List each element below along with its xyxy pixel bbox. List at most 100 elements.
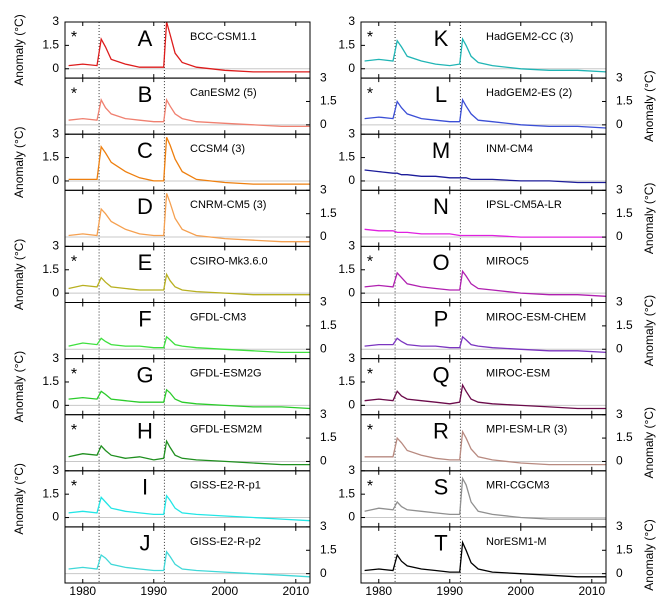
data-line — [364, 169, 606, 184]
y-tick-label: 3 — [52, 239, 59, 253]
y-axis-label: Anomaly (°C) — [642, 519, 656, 590]
x-tick-label: 1990 — [436, 584, 463, 598]
y-tick-label: 1.5 — [338, 262, 355, 276]
model-name: GISS-E2-R-p2 — [190, 536, 261, 548]
y-tick-label: 0 — [348, 285, 355, 299]
model-name: CanESM2 (5) — [190, 87, 257, 99]
panel-frame — [360, 358, 607, 416]
model-name: HadGEM2-CC (3) — [486, 31, 573, 43]
y-tick-label: 0 — [52, 398, 59, 412]
y-axis-label: Anomaly (°C) — [12, 351, 26, 422]
y-tick-label: 0 — [320, 454, 327, 468]
y-tick-label: 3 — [52, 14, 59, 28]
y-tick-label: 1.5 — [616, 430, 633, 444]
y-tick-label: 0 — [616, 229, 623, 243]
y-tick-label: 0 — [616, 566, 623, 580]
model-name: CCSM4 (3) — [190, 143, 245, 155]
model-name: HadGEM2-ES (2) — [486, 87, 572, 99]
y-axis-label: Anomaly (°C) — [12, 463, 26, 534]
y-tick-label: 0 — [52, 173, 59, 187]
annotation: * — [367, 254, 373, 271]
y-tick-label: 1.5 — [42, 374, 59, 388]
data-line — [68, 388, 311, 410]
y-tick-label: 3 — [348, 126, 355, 140]
y-tick-label: 3 — [348, 239, 355, 253]
y-tick-label: 1.5 — [42, 486, 59, 500]
y-tick-label: 3 — [616, 182, 623, 196]
data-line — [364, 335, 607, 354]
panel-letter: H — [137, 419, 153, 444]
y-tick-label: 0 — [320, 566, 327, 580]
panel-frame — [360, 189, 607, 247]
y-tick-label: 1.5 — [616, 318, 633, 332]
x-tick-label: 2010 — [578, 584, 605, 598]
data-line — [364, 228, 606, 238]
y-tick-label: 1.5 — [338, 150, 355, 164]
x-tick-label: 2000 — [507, 584, 534, 598]
annotation: * — [71, 254, 77, 271]
annotation: * — [71, 478, 77, 495]
data-line — [68, 550, 311, 578]
data-line — [364, 476, 606, 520]
x-tick-label: 1980 — [365, 584, 392, 598]
annotation: * — [367, 478, 373, 495]
model-name: BCC-CSM1.1 — [190, 31, 257, 43]
panel-letter: N — [433, 194, 449, 219]
annotation: * — [71, 366, 77, 383]
panel-letter: S — [434, 475, 449, 500]
y-tick-label: 0 — [320, 117, 327, 131]
panel-frame — [64, 414, 311, 472]
y-tick-label: 3 — [320, 70, 327, 84]
panel-frame — [64, 133, 311, 191]
y-tick-label: 0 — [348, 510, 355, 524]
panel-letter: D — [137, 194, 153, 219]
y-tick-label: 0 — [52, 61, 59, 75]
data-line — [364, 429, 606, 466]
y-tick-label: 1.5 — [338, 38, 355, 52]
y-tick-label: 3 — [616, 407, 623, 421]
annotation: * — [71, 85, 77, 102]
y-tick-label: 3 — [52, 463, 59, 477]
model-name: MIROC-ESM — [486, 368, 550, 380]
y-tick-label: 3 — [348, 14, 355, 28]
y-tick-label: 0 — [616, 341, 623, 355]
y-tick-label: 3 — [320, 519, 327, 533]
y-tick-label: 1.5 — [338, 374, 355, 388]
y-tick-label: 1.5 — [320, 318, 337, 332]
panel-letter: T — [434, 531, 447, 556]
annotation: * — [367, 366, 373, 383]
panel-letter: Q — [432, 362, 449, 387]
model-name: NorESM1-M — [486, 536, 547, 548]
data-line — [364, 37, 607, 73]
panel-letter: J — [140, 531, 151, 556]
y-tick-label: 0 — [348, 61, 355, 75]
y-tick-label: 1.5 — [338, 486, 355, 500]
panel-letter: C — [137, 138, 153, 163]
model-name: CNRM-CM5 (3) — [190, 199, 266, 211]
panel-letter: E — [138, 250, 153, 275]
y-tick-label: 3 — [348, 463, 355, 477]
annotation: * — [367, 422, 373, 439]
y-tick-label: 0 — [616, 454, 623, 468]
x-tick-label: 1980 — [69, 584, 96, 598]
y-tick-label: 1.5 — [320, 94, 337, 108]
y-tick-label: 1.5 — [42, 150, 59, 164]
y-axis-label: Anomaly (°C) — [12, 127, 26, 198]
panel-letter: I — [142, 475, 148, 500]
panel-letter: B — [138, 82, 153, 107]
y-tick-label: 3 — [52, 351, 59, 365]
panel-letter: M — [432, 138, 450, 163]
data-line — [364, 540, 606, 578]
y-tick-label: 3 — [320, 182, 327, 196]
y-axis-label: Anomaly (°C) — [642, 183, 656, 254]
y-tick-label: 0 — [320, 341, 327, 355]
model-name: GFDL-ESM2M — [190, 424, 262, 436]
data-line — [68, 137, 310, 185]
y-tick-label: 0 — [348, 173, 355, 187]
panel-letter: G — [136, 362, 153, 387]
data-line — [364, 269, 607, 297]
y-axis-label: Anomaly (°C) — [642, 407, 656, 478]
model-name: GFDL-ESM2G — [190, 368, 262, 380]
panel-frame — [64, 526, 311, 584]
